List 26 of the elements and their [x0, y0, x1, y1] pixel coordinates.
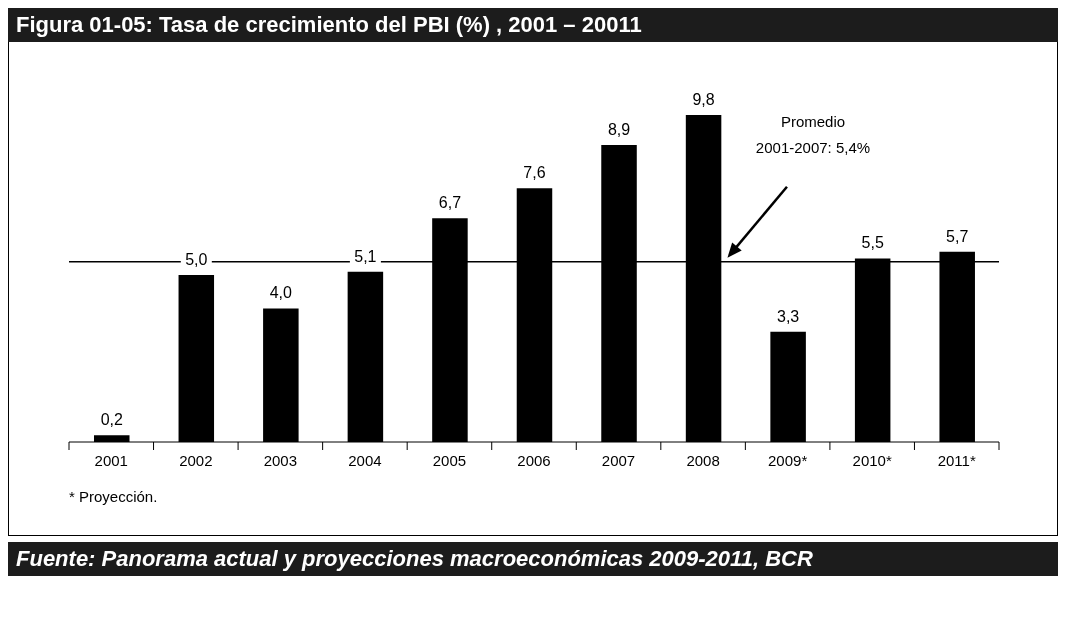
- text: * Proyección.: [68, 488, 159, 507]
- x-tick-label: 2008: [686, 452, 720, 469]
- chart-title: Figura 01-05: Tasa de crecimiento del PBI (%) , 2001 – 20011: [8, 8, 1058, 42]
- x-tick-label: 2001: [94, 452, 128, 469]
- data-label: 6,7: [438, 194, 462, 212]
- x-tick-label: 2004: [348, 452, 382, 469]
- data-label: 0,2: [100, 411, 123, 429]
- x-tick-label: 2006: [517, 452, 551, 469]
- x-tick-label: 2002: [179, 452, 213, 469]
- data-label: 5,5: [861, 234, 884, 252]
- x-tick-label: 2005: [432, 452, 467, 469]
- data-label: 9,8: [692, 90, 715, 108]
- data-label: 5,7: [946, 227, 969, 245]
- source-note: Fuente: Panorama actual y proyecciones macroeconómicas 2009-2011, BCR: [8, 542, 1058, 576]
- x-tick-label: 2010*: [852, 452, 892, 469]
- ref-line-label: Promedio 2001-2007: 5,4%: [755, 112, 871, 156]
- data-label: 7,6: [523, 164, 546, 182]
- data-label: 4,0: [269, 284, 293, 302]
- data-label: 5,0: [185, 251, 208, 269]
- x-tick-label: 2007: [601, 452, 636, 469]
- x-tick-label: 2003: [263, 452, 298, 469]
- x-tick-label: 2011*: [937, 452, 976, 469]
- x-tick-label: 2009*: [768, 452, 808, 469]
- data-label: 8,9: [607, 120, 631, 138]
- data-label: 5,1: [354, 247, 377, 265]
- data-label: 3,3: [776, 307, 800, 325]
